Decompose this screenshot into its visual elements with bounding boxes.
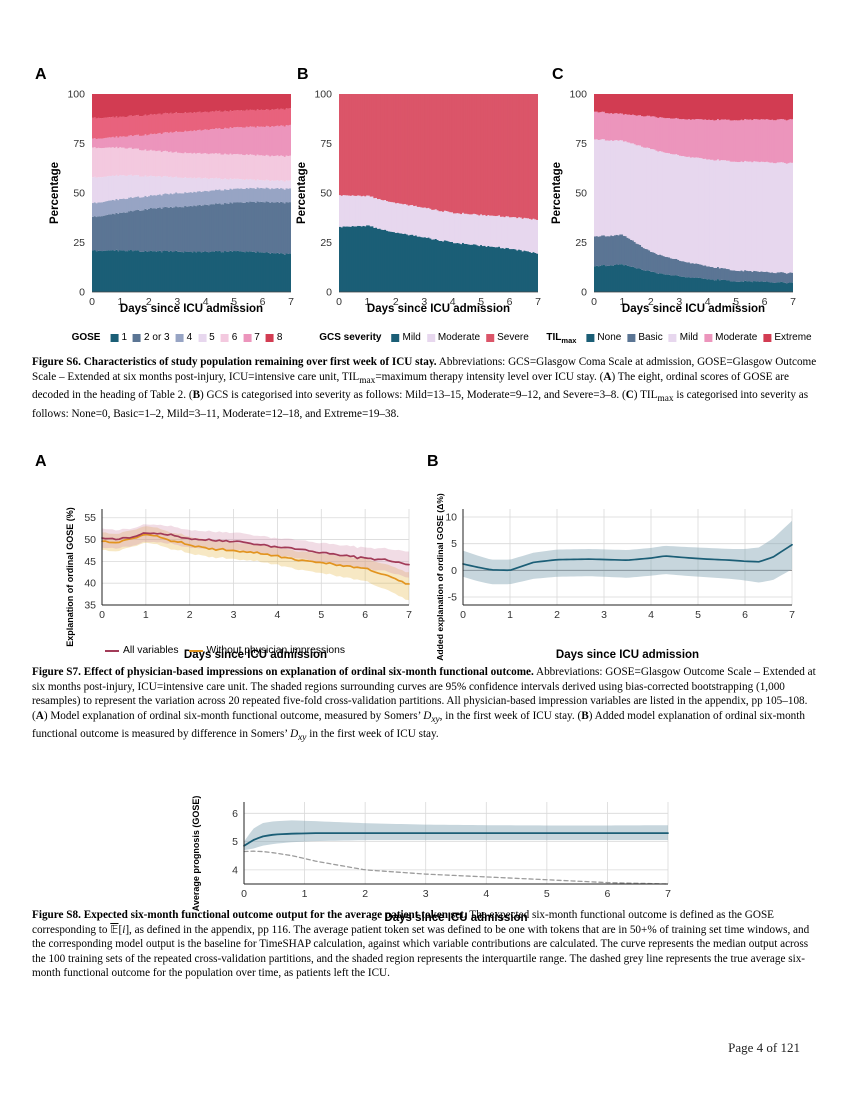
svg-text:4: 4 [275, 609, 281, 621]
svg-text:5: 5 [451, 538, 457, 550]
svg-text:5: 5 [232, 836, 238, 848]
svg-text:25: 25 [73, 237, 85, 249]
svg-text:Days since ICU admission: Days since ICU admission [120, 303, 263, 315]
svg-text:Explanation of ordinal GOSE (%: Explanation of ordinal GOSE (%) [65, 507, 75, 647]
svg-text:5: 5 [318, 609, 324, 621]
svg-text:Percentage: Percentage [296, 162, 308, 224]
svg-text:-5: -5 [448, 592, 457, 604]
svg-text:100: 100 [314, 89, 332, 101]
svg-text:0: 0 [460, 609, 466, 621]
svg-text:0: 0 [581, 287, 587, 299]
svg-text:2: 2 [187, 609, 193, 621]
svg-text:0: 0 [326, 287, 332, 299]
svg-text:75: 75 [575, 138, 587, 150]
svg-text:Days since ICU admission: Days since ICU admission [622, 303, 765, 315]
svg-text:0: 0 [241, 888, 247, 900]
svg-text:Days since ICU admission: Days since ICU admission [367, 303, 510, 315]
svg-text:7: 7 [535, 296, 541, 308]
svg-text:Percentage: Percentage [49, 162, 61, 224]
svg-text:0: 0 [336, 296, 342, 308]
svg-text:0: 0 [451, 565, 457, 577]
svg-text:1: 1 [143, 609, 149, 621]
svg-text:35: 35 [84, 600, 96, 612]
svg-text:6: 6 [232, 808, 238, 820]
svg-text:25: 25 [575, 237, 587, 249]
svg-text:75: 75 [320, 138, 332, 150]
svg-text:100: 100 [67, 89, 85, 101]
svg-text:6: 6 [742, 609, 748, 621]
svg-text:4: 4 [648, 609, 654, 621]
svg-text:50: 50 [575, 188, 587, 200]
svg-text:0: 0 [79, 287, 85, 299]
svg-text:75: 75 [73, 138, 85, 150]
svg-text:2: 2 [554, 609, 560, 621]
svg-text:50: 50 [73, 188, 85, 200]
svg-text:40: 40 [84, 578, 96, 590]
svg-text:6: 6 [605, 888, 611, 900]
svg-text:10: 10 [445, 512, 457, 524]
svg-text:50: 50 [320, 188, 332, 200]
svg-text:1: 1 [302, 888, 308, 900]
svg-text:55: 55 [84, 512, 96, 524]
svg-text:7: 7 [665, 888, 671, 900]
svg-text:1: 1 [507, 609, 513, 621]
svg-text:3: 3 [423, 888, 429, 900]
svg-text:0: 0 [99, 609, 105, 621]
svg-text:5: 5 [544, 888, 550, 900]
svg-text:25: 25 [320, 237, 332, 249]
svg-text:3: 3 [601, 609, 607, 621]
svg-text:4: 4 [483, 888, 489, 900]
svg-text:100: 100 [569, 89, 587, 101]
svg-text:Percentage: Percentage [551, 162, 563, 224]
svg-text:50: 50 [84, 534, 96, 546]
svg-text:0: 0 [89, 296, 95, 308]
svg-text:Average prognosis (GOSE): Average prognosis (GOSE) [191, 796, 201, 912]
svg-text:6: 6 [362, 609, 368, 621]
svg-text:7: 7 [406, 609, 412, 621]
svg-text:7: 7 [789, 609, 795, 621]
svg-text:4: 4 [232, 864, 238, 876]
svg-text:0: 0 [591, 296, 597, 308]
svg-text:2: 2 [362, 888, 368, 900]
svg-text:Added explanation of ordinal G: Added explanation of ordinal GOSE (Δ%) [435, 493, 445, 661]
svg-text:5: 5 [695, 609, 701, 621]
svg-text:45: 45 [84, 556, 96, 568]
svg-text:3: 3 [231, 609, 237, 621]
svg-text:7: 7 [790, 296, 796, 308]
svg-text:Days since ICU admission: Days since ICU admission [556, 649, 699, 661]
